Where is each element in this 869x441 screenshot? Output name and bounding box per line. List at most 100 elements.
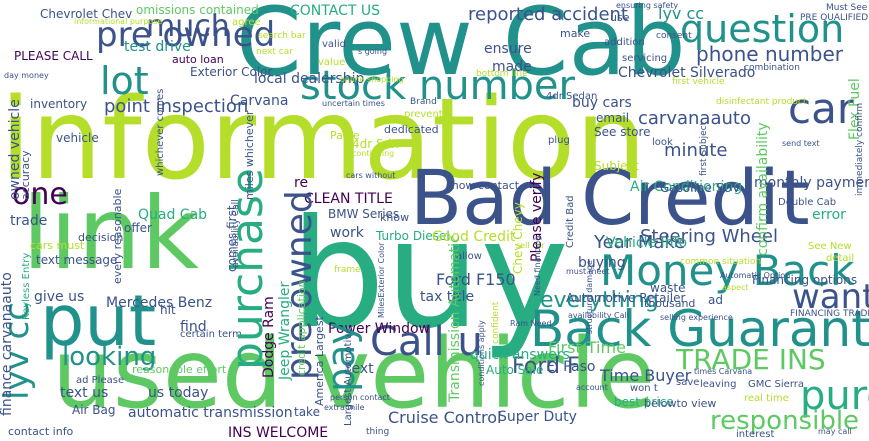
word-value: value <box>318 57 346 68</box>
word-may-call: may call <box>818 427 852 436</box>
word-contact-info: contact info <box>8 425 74 438</box>
word-prevent: prevent <box>404 109 443 120</box>
word-keyless-entry: America Largest <box>313 316 326 406</box>
word-won-t: won t <box>630 383 658 394</box>
word-call-u: lot <box>100 59 149 103</box>
word-looking: much <box>146 9 230 44</box>
word-el-paso: Good Credit <box>432 229 516 245</box>
word-see-store: email <box>596 111 630 125</box>
word-gmc-sierra: GMC Sierra <box>748 379 804 390</box>
word-accuracy: Exterior Color <box>190 65 273 79</box>
word-buying: us today <box>148 385 209 401</box>
word-chevrolet-silverado: Dodge Ram <box>261 296 277 378</box>
word-point-inspection: phone number <box>696 42 844 66</box>
word-dodge-ram: test drive <box>124 39 191 55</box>
word-work: error <box>812 207 846 223</box>
word-selling-experience: selling experience <box>660 313 733 322</box>
word-ford-f150: El Paso <box>546 359 596 375</box>
word-stock-number: stock number <box>300 63 575 109</box>
word-allow: allow <box>456 251 482 262</box>
word-pay: pay <box>319 322 363 392</box>
word-please-verify: BMW Series <box>328 207 400 221</box>
word-continuing: continuing <box>352 149 395 158</box>
word-give-us: best price <box>614 395 674 409</box>
word-person-contact: person contact <box>330 393 390 402</box>
word-text-message: thousand <box>644 297 696 310</box>
word-trade-ins: one <box>12 177 68 212</box>
word-common-situation: common situation <box>680 257 762 267</box>
word-air-conditioning: Turbo Diesel <box>376 229 450 243</box>
word-contact-us: Steering Wheel <box>640 226 778 247</box>
word-next-car: next car <box>256 47 293 57</box>
word-quad-cab: monthly payment <box>754 175 869 191</box>
word-decision: decision <box>78 231 124 244</box>
word-turbo-diesel: Air Bag <box>72 403 116 417</box>
word-pre-qualified: PRE QUALIFIED <box>800 13 869 23</box>
word-immediately-confirm: immediately confirm <box>855 102 865 196</box>
word-aspect: Automatic Option <box>720 271 791 280</box>
word-error: Vehicle Info <box>606 235 688 251</box>
word-carvanaauto: Chevrolet Silverado <box>618 65 756 81</box>
word-must-see: Must See <box>826 3 868 13</box>
word-ram-need: s going <box>358 47 388 56</box>
word-times-carvana: times Carvana <box>694 367 753 376</box>
word-interest: interest <box>736 429 775 440</box>
word-one: pre owned <box>96 15 276 55</box>
word-reported-accident: lyv cc <box>658 4 705 23</box>
word-vehicle-info: buying <box>578 255 626 271</box>
word-buy: buy <box>290 188 570 362</box>
word-see-everything: account <box>576 383 608 392</box>
word-confident: Brand <box>410 97 437 107</box>
word-double-cab: Double Cab <box>778 197 837 208</box>
word-responsible: looking <box>62 342 157 372</box>
word-frame: frame <box>334 265 361 275</box>
word-4dr-sedan: 4dr Sedan <box>546 91 598 102</box>
word-lot: car <box>788 84 855 133</box>
word-credit-bad: Credit Bad <box>565 195 576 248</box>
word-look: look <box>652 137 673 148</box>
word-miles-whichever: omissions contained <box>136 3 259 17</box>
word-clean-title: Chevrolet Chev <box>40 7 133 21</box>
word-bottom-line: bottom line <box>476 69 528 79</box>
word-inventory: hit <box>160 303 176 317</box>
word-belowto-view: belowto view <box>644 397 717 410</box>
word-day-money: day money <box>4 71 49 80</box>
word-ad-please: ad Please <box>76 375 125 386</box>
word-much: want <box>792 277 869 317</box>
word-mercedes-benz: re <box>294 175 309 191</box>
word-every-reasonable: miles whichever <box>243 110 256 200</box>
word-chev-chevy: buy cars <box>572 95 632 111</box>
word-consent: consent <box>656 31 692 41</box>
word-buy-cars: ensure <box>484 41 532 57</box>
word-bmw-series: Financing options <box>752 273 858 287</box>
word-4dr-sdn: 4dr Sdn <box>352 137 399 151</box>
word-servicing: servicing <box>622 53 668 64</box>
word-search-bar: search bar <box>258 31 306 41</box>
word-ad: Ford F150 <box>436 270 516 289</box>
word-subject: Subject <box>594 159 639 173</box>
word-must-meet: must meet <box>566 267 610 276</box>
word-used-vehicle: used vehicle <box>52 318 656 430</box>
word-omissions-contained: PLEASE CALL <box>14 49 93 63</box>
word-want: Call u <box>370 319 483 365</box>
word-best-price: Time Buyer <box>600 366 692 385</box>
word-availability-call: availability Call <box>231 199 241 268</box>
word-thing: thing <box>366 427 390 437</box>
word-first-vehicle: first vehicle <box>672 77 725 87</box>
word-text-us: quick answers <box>470 347 570 363</box>
word-speed-automatic: Largest Automotive <box>343 327 354 426</box>
word-car: purchase <box>800 373 869 419</box>
word-waste: tax title <box>420 289 475 305</box>
word-air-bag: text us <box>60 385 109 401</box>
word-paste: Paste <box>330 129 360 142</box>
word-addition: addition <box>604 37 645 48</box>
word-time-buyer: CLEAN TITLE <box>304 191 393 207</box>
word-agree: agree <box>232 17 261 28</box>
word-put: put <box>40 280 157 362</box>
word-ins-welcome: Cruise Control <box>388 408 502 427</box>
word-year-make: Carvana <box>230 93 289 109</box>
word-vehicle: trade <box>10 213 48 229</box>
word-informational-purpose: informational purpose <box>74 17 163 26</box>
word-certain-term: certain term <box>180 329 242 340</box>
